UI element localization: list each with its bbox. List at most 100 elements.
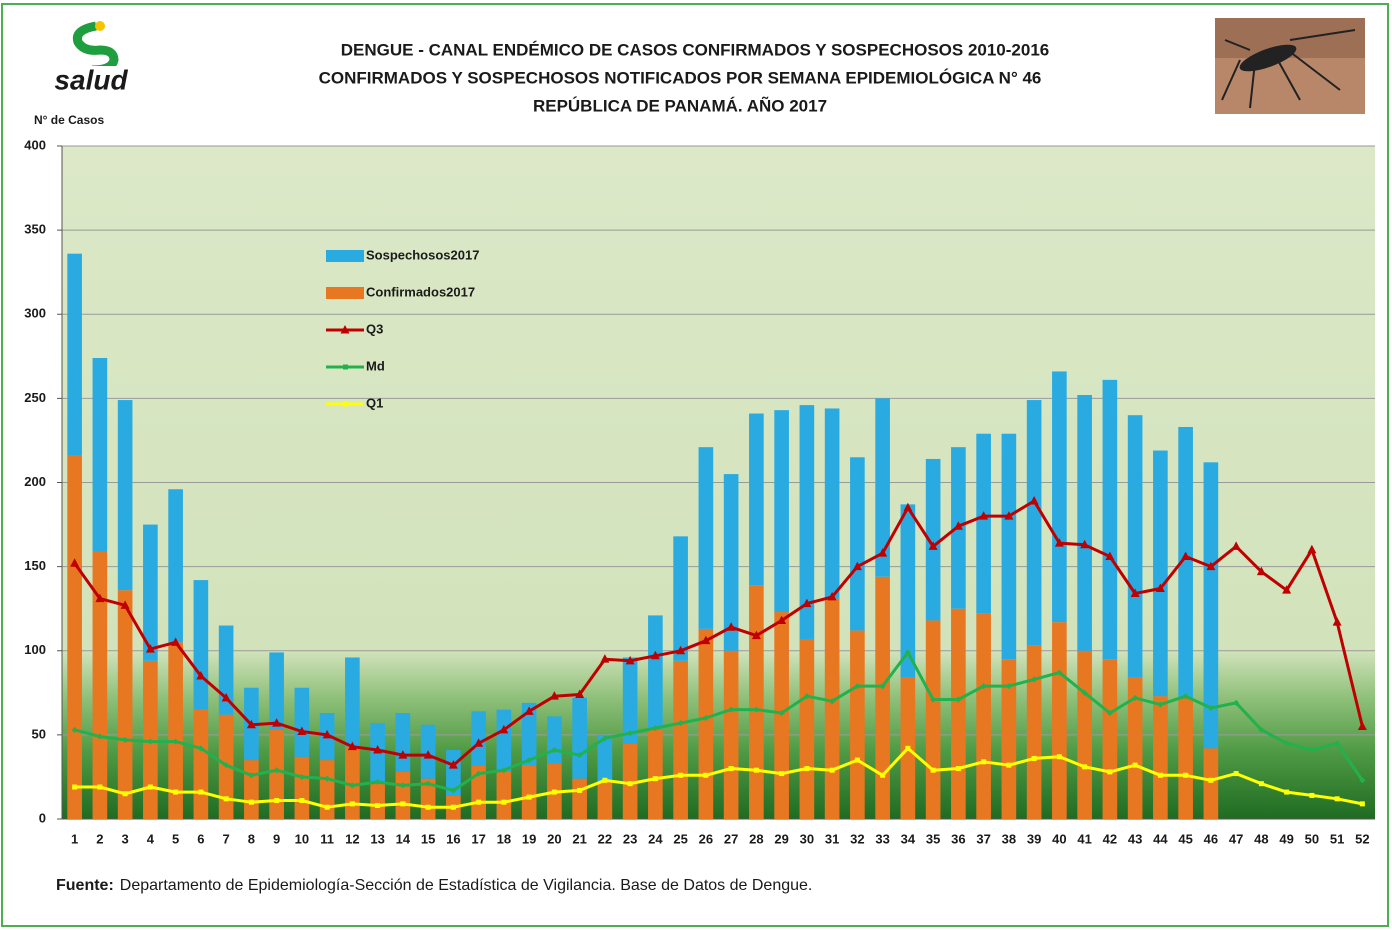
bar-segment [824, 598, 840, 819]
legend-label: Q3 [366, 321, 383, 336]
bar-segment [1102, 379, 1118, 660]
marker [930, 696, 937, 703]
bar-segment [521, 765, 537, 819]
marker [476, 799, 482, 805]
marker [905, 745, 911, 751]
bar-segment [749, 585, 764, 819]
x-tick-label: 15 [421, 831, 435, 846]
marker [373, 745, 383, 754]
marker [1105, 551, 1115, 561]
marker [423, 750, 433, 759]
x-tick-label: 8 [248, 831, 255, 846]
marker [172, 738, 179, 745]
marker [879, 683, 886, 690]
marker [1309, 792, 1315, 798]
x-tick-label: 26 [699, 831, 713, 846]
bar-segment [1077, 395, 1092, 651]
bar-segment [1052, 622, 1067, 819]
marker [878, 548, 888, 557]
bar-segment [92, 551, 108, 819]
bar-segment [471, 765, 486, 819]
bar-segment [951, 608, 966, 819]
bar-segment [1153, 450, 1168, 697]
marker [501, 799, 507, 805]
y-tick-label: 150 [24, 558, 46, 573]
x-tick-label: 37 [976, 831, 990, 846]
marker [122, 736, 129, 743]
marker [1056, 754, 1062, 760]
marker [400, 801, 406, 807]
marker [500, 767, 507, 774]
bar-segment [749, 413, 764, 586]
bar-segment [193, 580, 209, 710]
bar-segment [976, 613, 991, 819]
x-tick-label: 32 [850, 831, 864, 846]
marker [248, 772, 255, 779]
marker [1157, 772, 1163, 778]
frame [1, 3, 1389, 927]
marker [324, 804, 330, 810]
x-tick-label: 17 [471, 831, 485, 846]
x-tick-label: 19 [522, 831, 536, 846]
bar-segment [1203, 748, 1219, 819]
marker [1056, 669, 1063, 676]
marker [981, 759, 987, 765]
bar-segment [1127, 677, 1143, 819]
marker [953, 521, 963, 530]
bar-segment [168, 642, 183, 819]
x-tick-label: 2 [96, 831, 103, 846]
bar-segment [1077, 650, 1092, 819]
bar-segment [572, 697, 587, 779]
marker [703, 772, 709, 778]
x-tick-label: 34 [901, 831, 916, 846]
bar-segment [723, 650, 739, 819]
marker [273, 767, 280, 774]
marker [551, 789, 557, 795]
marker [652, 725, 659, 732]
marker [223, 796, 229, 802]
marker [147, 784, 153, 790]
marker [576, 752, 583, 759]
bar-segment [900, 504, 916, 678]
marker [1307, 544, 1317, 554]
marker [1081, 689, 1088, 696]
bar-segment [1102, 659, 1118, 819]
marker [299, 797, 305, 803]
bar-segment [168, 489, 183, 643]
bar-segment [218, 625, 234, 715]
bar-segment [673, 660, 688, 819]
x-tick-label: 3 [122, 831, 129, 846]
marker [602, 777, 608, 783]
legend-label: Confirmados2017 [366, 284, 475, 299]
title-line: CONFIRMADOS Y SOSPECHOSOS NOTIFICADOS PO… [319, 68, 1042, 87]
x-tick-label: 4 [147, 831, 155, 846]
bar-segment [319, 760, 335, 819]
title-line: REPÚBLICA DE PANAMÁ. AÑO 2017 [533, 95, 827, 115]
marker [1004, 511, 1014, 520]
marker [1031, 755, 1037, 761]
marker [526, 757, 533, 764]
x-tick-label: 47 [1229, 831, 1243, 846]
marker [880, 772, 886, 778]
x-tick-label: 33 [875, 831, 889, 846]
bar-segment [496, 771, 512, 819]
bar-segment [244, 760, 259, 819]
x-tick-label: 11 [320, 831, 334, 846]
bar-segment [1178, 697, 1193, 819]
marker [197, 745, 204, 752]
x-tick-label: 35 [926, 831, 940, 846]
marker [753, 706, 760, 713]
marker [678, 772, 684, 778]
y-tick-label: 400 [24, 137, 46, 152]
marker [1054, 538, 1064, 547]
source-text: Departamento de Epidemiología-Sección de… [120, 877, 813, 894]
marker [1181, 551, 1191, 561]
marker [298, 773, 305, 780]
bar-segment [799, 405, 815, 639]
marker [652, 776, 658, 782]
marker [499, 724, 509, 734]
marker [425, 804, 431, 810]
marker [751, 630, 761, 640]
bar-segment [1026, 400, 1042, 646]
line [74, 650, 1364, 792]
